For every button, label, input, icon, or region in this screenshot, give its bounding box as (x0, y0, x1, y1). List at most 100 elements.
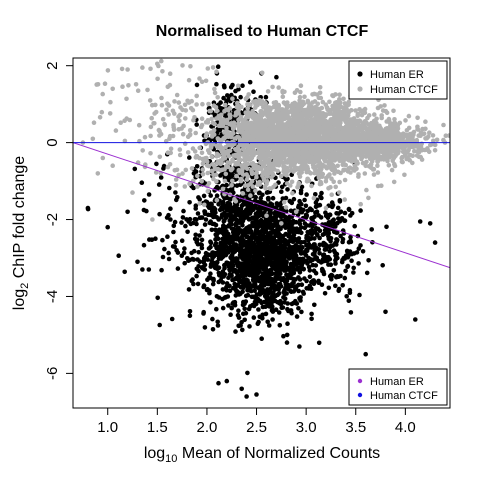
data-point (289, 251, 295, 256)
data-point (236, 315, 242, 320)
data-point (297, 270, 303, 275)
data-point (384, 110, 390, 116)
data-point (227, 288, 233, 294)
data-point (167, 185, 172, 191)
data-point (303, 203, 309, 209)
data-point (214, 193, 220, 198)
data-point (247, 324, 252, 329)
data-point (252, 299, 258, 305)
data-point (298, 251, 304, 256)
data-point (269, 308, 275, 313)
data-point (194, 217, 199, 223)
data-point (269, 175, 274, 180)
data-point (215, 64, 221, 69)
data-point (369, 227, 375, 232)
data-point (342, 218, 347, 223)
data-point (319, 195, 324, 201)
data-point (154, 161, 159, 167)
data-point (311, 281, 317, 287)
data-point (289, 289, 294, 295)
data-point (193, 130, 198, 136)
data-point (413, 317, 418, 322)
data-point (375, 163, 380, 168)
data-point (265, 319, 271, 325)
data-point (326, 285, 332, 291)
data-point (246, 260, 251, 266)
data-point (183, 223, 188, 229)
data-point (239, 320, 244, 325)
data-point (236, 323, 242, 329)
data-point (195, 281, 201, 287)
data-point (277, 261, 282, 267)
data-point (298, 247, 304, 252)
data-point (342, 210, 348, 216)
data-point (216, 201, 221, 207)
data-point (316, 213, 321, 218)
data-point (278, 248, 284, 253)
data-point (180, 215, 186, 220)
data-point (209, 227, 215, 233)
data-point (230, 255, 236, 261)
data-point (316, 340, 322, 346)
data-point (257, 230, 263, 236)
data-point (155, 295, 160, 301)
data-point (364, 159, 369, 165)
data-point (270, 265, 276, 271)
data-point (249, 203, 254, 208)
data-point (326, 254, 331, 260)
data-point (333, 100, 338, 106)
data-point (286, 218, 292, 223)
data-point (202, 222, 208, 227)
data-point (262, 245, 268, 250)
data-point (194, 164, 200, 169)
data-point (250, 235, 255, 241)
data-point (245, 205, 251, 210)
data-point (227, 196, 233, 201)
data-point (417, 219, 423, 224)
data-point (214, 184, 220, 190)
data-point (270, 290, 275, 295)
data-point (248, 268, 253, 273)
data-point (254, 392, 259, 397)
data-point (308, 286, 314, 292)
data-point (190, 256, 195, 262)
data-point (278, 284, 284, 289)
data-point (221, 246, 227, 251)
data-point (170, 244, 176, 249)
data-point (351, 270, 356, 275)
data-point (201, 284, 206, 290)
data-point (278, 253, 283, 259)
data-point (415, 124, 420, 130)
data-point (174, 248, 179, 253)
data-point (140, 267, 145, 272)
data-point (280, 94, 286, 99)
data-point (283, 176, 288, 182)
data-point (324, 175, 329, 181)
data-point (308, 236, 314, 241)
data-point (309, 311, 314, 317)
data-point (262, 225, 268, 231)
data-point (321, 252, 327, 258)
data-point (299, 282, 305, 288)
data-point (297, 221, 303, 227)
data-point (380, 108, 386, 113)
data-point (305, 98, 311, 104)
data-point (270, 317, 275, 322)
data-point (216, 279, 221, 285)
data-point (317, 202, 323, 208)
data-point (290, 191, 295, 196)
data-point (202, 325, 208, 330)
data-point (316, 175, 322, 181)
data-point (132, 166, 138, 172)
data-point (201, 193, 207, 199)
data-point (301, 266, 306, 272)
data-point (210, 277, 216, 282)
data-point (275, 203, 280, 209)
data-point (209, 116, 214, 122)
data-point (166, 250, 171, 256)
data-point (196, 249, 201, 255)
data-point (335, 255, 340, 261)
data-point (284, 173, 289, 178)
data-point (346, 240, 352, 245)
data-point (270, 195, 276, 201)
